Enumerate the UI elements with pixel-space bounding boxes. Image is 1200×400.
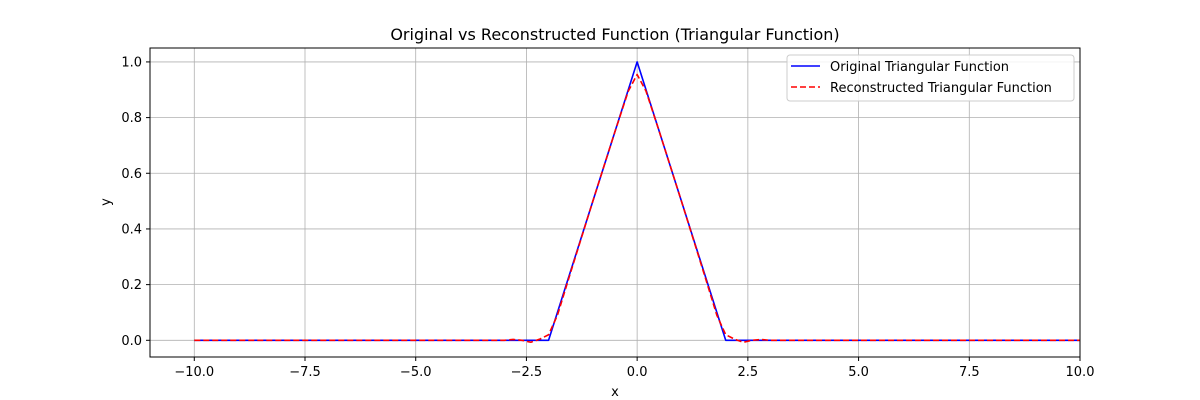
x-axis-label: x [611, 385, 619, 400]
y-tick-label: 0.8 [121, 111, 142, 126]
series-line-original [194, 61, 1080, 342]
x-tick-label: −7.5 [289, 365, 321, 380]
series-line-reconstructed [194, 73, 1080, 344]
ticks: −10.0 −7.5 −5.0 −2.5 0.0 2.5 5.0 7.5 10.0 0.0 0.2 0… [121, 55, 1094, 380]
y-tick-label: 1.0 [121, 55, 142, 70]
legend-label: Reconstructed Triangular Function [830, 81, 1052, 96]
axes-frame [149, 47, 1081, 358]
x-tick-label: 0.0 [627, 365, 648, 380]
y-tick-label: 0.6 [121, 167, 142, 182]
x-tick-label: −5.0 [400, 365, 432, 380]
y-axis-label: y [99, 198, 114, 206]
x-tick-label: 7.5 [959, 365, 980, 380]
chart-title: Original vs Reconstructed Function (Tria… [390, 25, 839, 44]
y-tick-label: 0.4 [121, 222, 142, 237]
x-tick-label: 10.0 [1066, 365, 1095, 380]
series-layer [194, 61, 1080, 344]
y-tick-label: 0.0 [121, 334, 142, 349]
x-tick-label: 5.0 [848, 365, 869, 380]
legend-label: Original Triangular Function [830, 60, 1009, 75]
x-tick-label: −2.5 [511, 365, 543, 380]
y-tick-label: 0.2 [121, 278, 142, 293]
x-tick-label: 2.5 [738, 365, 759, 380]
legend-box [786, 54, 1075, 102]
legend: Original Triangular Function Reconstructe… [786, 54, 1075, 102]
x-tick-label: −10.0 [174, 365, 214, 380]
